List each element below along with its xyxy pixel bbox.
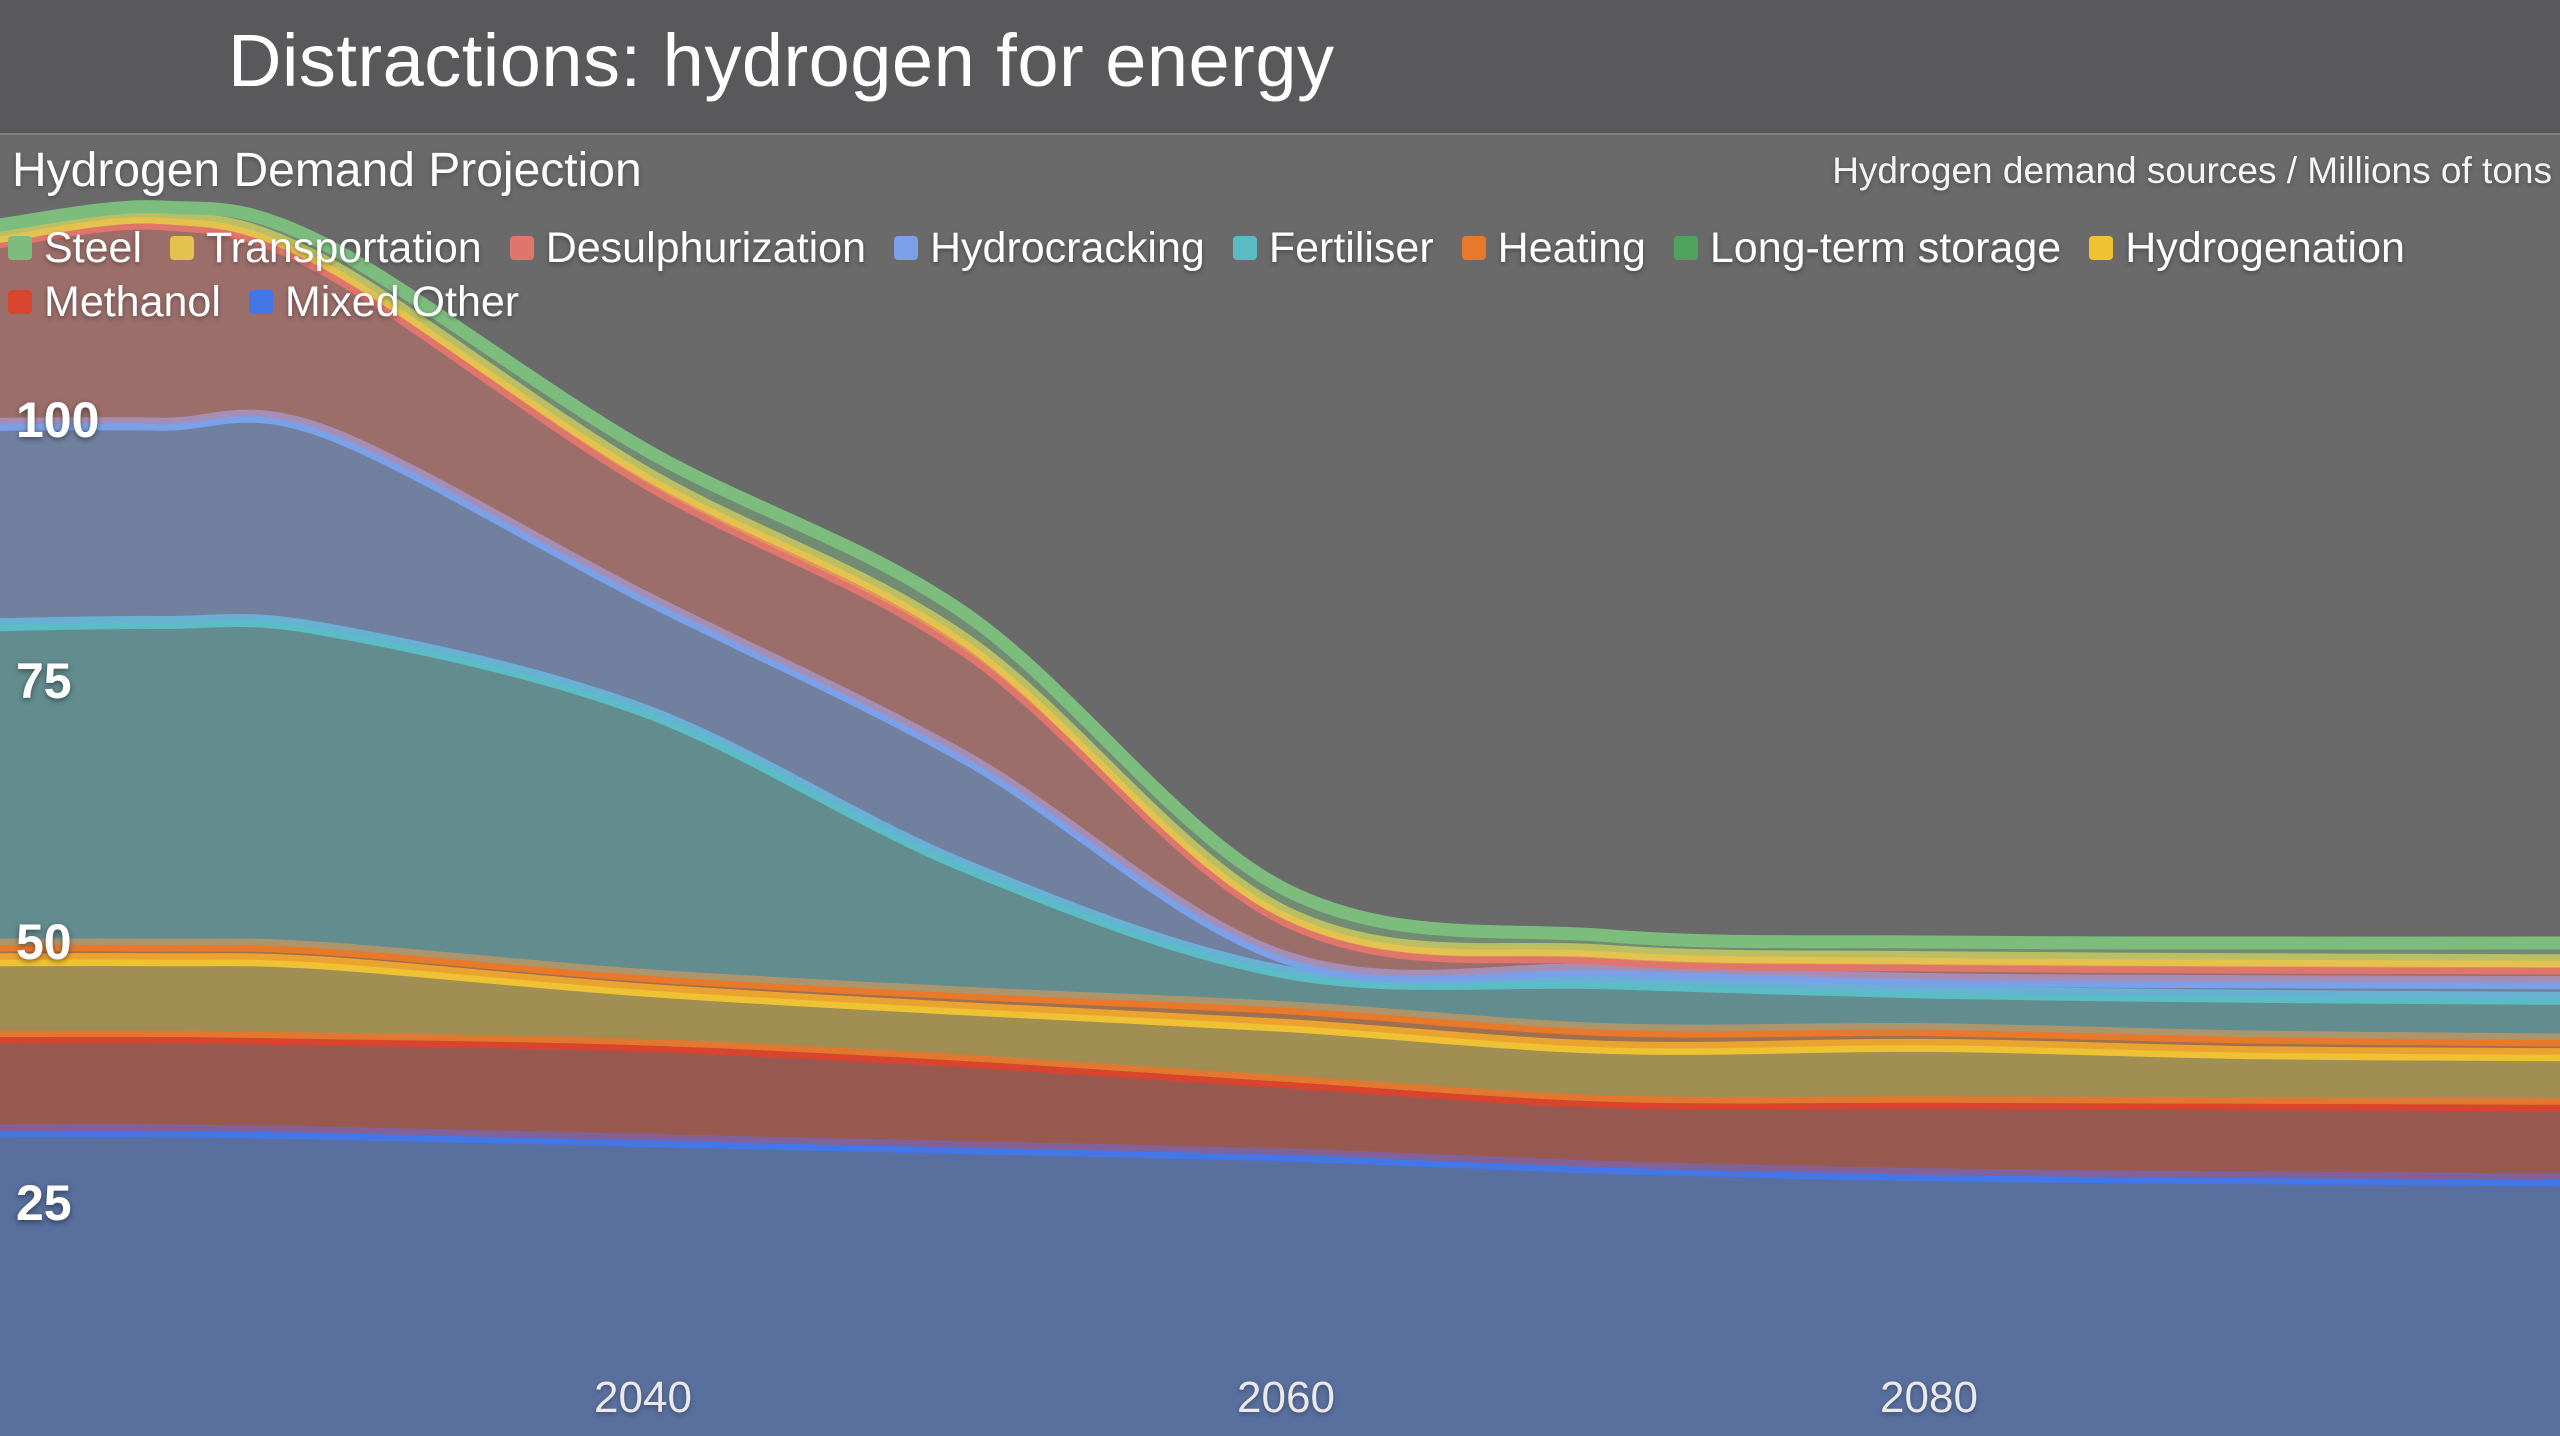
legend-swatch-steel — [8, 236, 32, 260]
legend-label-heating: Heating — [1497, 223, 1646, 272]
area-methanol[interactable] — [0, 1036, 2560, 1180]
legend-swatch-desulphurization — [509, 236, 534, 260]
x-axis-tick-label-2040: 2040 — [594, 1373, 692, 1422]
line-hydrogenation[interactable] — [0, 952, 2560, 1062]
y-axis-tick-label-100: 100 — [16, 392, 100, 448]
legend-item-methanol[interactable]: Methanol — [8, 276, 221, 328]
legend-item-mixed-other[interactable]: Mixed Other — [248, 276, 520, 328]
legend-item-fertiliser[interactable]: Fertiliser — [1232, 222, 1434, 274]
slide-title: Distractions: hydrogen for energy — [228, 19, 1335, 102]
line-mixed-other[interactable] — [0, 1124, 2560, 1187]
legend-label-hydrocracking: Hydrocracking — [929, 223, 1205, 272]
legend-label-fertiliser: Fertiliser — [1268, 223, 1434, 272]
line-steel[interactable] — [0, 200, 2560, 950]
legend-swatch-mixed-other — [248, 290, 273, 314]
legend-item-heating[interactable]: Heating — [1461, 222, 1646, 274]
legend-label-long-term-storage: Long-term storage — [1709, 223, 2062, 272]
line-methanol[interactable] — [0, 1030, 2560, 1112]
legend-swatch-long-term-storage — [1673, 236, 1698, 260]
slide-header: Distractions: hydrogen for energy — [0, 0, 2560, 135]
legend-item-steel[interactable]: Steel — [8, 222, 142, 274]
legend-label-hydrogenation: Hydrogenation — [2125, 223, 2405, 272]
legend-swatch-fertiliser — [1232, 236, 1257, 260]
legend-swatch-heating — [1461, 236, 1486, 260]
line-hydrocracking[interactable] — [0, 409, 2560, 990]
area-fertiliser[interactable] — [0, 620, 2560, 1040]
area-mixed-other[interactable] — [0, 1130, 2560, 1436]
x-axis-tick-label-2080: 2080 — [1880, 1373, 1978, 1422]
y-axis-tick-label-75: 75 — [16, 653, 72, 709]
chart-units-label: Hydrogen demand sources / Millions of to… — [1832, 150, 2552, 191]
legend-swatch-hydrocracking — [893, 236, 918, 260]
chart-title: Hydrogen Demand Projection — [12, 144, 642, 197]
legend-item-long-term-storage[interactable]: Long-term storage — [1673, 222, 2062, 274]
legend-item-hydrocracking[interactable]: Hydrocracking — [893, 222, 1205, 274]
legend-item-transportation[interactable]: Transportation — [170, 222, 482, 274]
line-heating[interactable] — [0, 938, 2560, 1047]
legend-label-mixed-other: Mixed Other — [284, 277, 520, 326]
legend-label-steel: Steel — [44, 223, 143, 272]
area-hydrocracking[interactable] — [0, 416, 2560, 999]
legend-label-methanol: Methanol — [44, 277, 221, 326]
line-transportation[interactable] — [0, 210, 2560, 968]
legend-swatch-methanol — [8, 290, 32, 314]
legend-swatch-transportation — [170, 236, 195, 260]
y-axis-tick-label-25: 25 — [16, 1175, 72, 1231]
chart-legend: Steel Transportation Desulphurization Hydro… — [8, 222, 2556, 328]
legend-item-desulphurization[interactable]: Desulphurization — [509, 222, 866, 274]
legend-label-desulphurization: Desulphurization — [545, 223, 866, 272]
line-fertiliser[interactable] — [0, 613, 2560, 1005]
y-axis-tick-label-50: 50 — [16, 914, 72, 970]
x-axis-tick-label-2060: 2060 — [1237, 1373, 1335, 1422]
legend-swatch-hydrogenation — [2089, 236, 2114, 260]
legend-item-hydrogenation[interactable]: Hydrogenation — [2089, 222, 2405, 274]
legend-label-transportation: Transportation — [206, 223, 482, 272]
